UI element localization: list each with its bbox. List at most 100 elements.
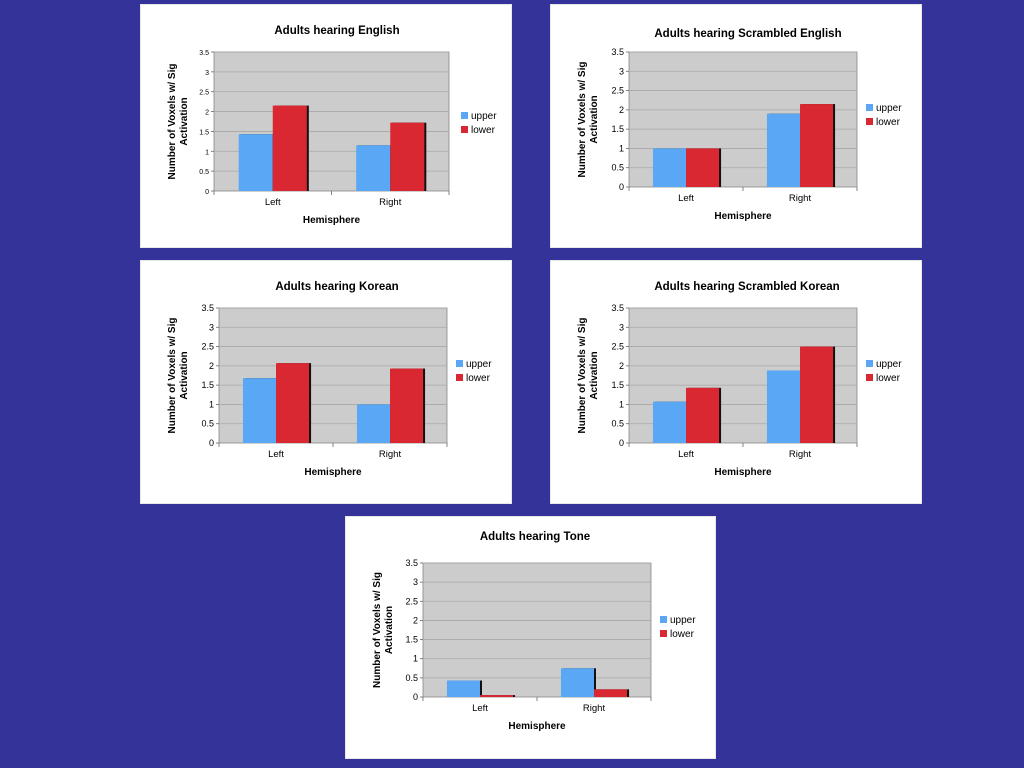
y-axis-label-line: Number of Voxels w/ Sig bbox=[372, 572, 383, 688]
y-tick-label: 3 bbox=[209, 322, 214, 332]
chart-panel-korean: Adults hearing Korean 0 0.5 1 1.5 2 2.5 3 3.5 Lef… bbox=[140, 260, 512, 504]
y-axis-label-line: Activation bbox=[179, 97, 190, 145]
y-axis-label: Number of Voxels w/ Sig Activation bbox=[577, 62, 600, 178]
bar-upper-right bbox=[356, 404, 390, 443]
x-tick-label: Right bbox=[583, 703, 606, 714]
y-tick-label: 0.5 bbox=[405, 673, 418, 683]
bar-lower-left bbox=[272, 105, 307, 191]
bar-lower-right bbox=[390, 122, 425, 191]
legend-swatch-upper bbox=[456, 360, 463, 367]
legend-label-lower: lower bbox=[876, 117, 901, 128]
chart-panel-scrambled-korean: Adults hearing Scrambled Korean 0 0.5 1 1.5 2… bbox=[550, 260, 922, 504]
y-tick-label: 3.5 bbox=[611, 303, 624, 313]
bar-upper-right bbox=[560, 668, 594, 697]
x-axis-label: Hemisphere bbox=[303, 215, 361, 226]
x-tick-label: Right bbox=[379, 197, 402, 208]
legend-label-upper: upper bbox=[466, 359, 492, 370]
y-tick-label: 1 bbox=[619, 399, 624, 409]
legend-swatch-lower bbox=[866, 374, 873, 381]
y-tick-label: 1.5 bbox=[611, 124, 624, 134]
legend-swatch-upper bbox=[660, 616, 667, 623]
y-tick-label: 3 bbox=[619, 66, 624, 76]
chart-title: Adults hearing English bbox=[274, 25, 399, 37]
chart-tone: Adults hearing Tone 0 0.5 1 1.5 2 2.5 3 3.5 Left R… bbox=[372, 531, 696, 732]
chart-panel-scrambled-english: Adults hearing Scrambled English 0 0.5 1 1.5… bbox=[550, 4, 922, 248]
y-axis-label-line: Activation bbox=[179, 351, 190, 399]
y-axis-label-line: Activation bbox=[384, 606, 395, 654]
chart-panel-english: Adults hearing English 0 0.5 1 1.5 2 2.5 3 3.5 Le… bbox=[140, 4, 512, 248]
y-tick-label: 2.5 bbox=[201, 342, 214, 352]
legend-swatch-upper bbox=[866, 104, 873, 111]
x-axis-label: Hemisphere bbox=[714, 211, 772, 222]
x-axis-label: Hemisphere bbox=[714, 467, 772, 478]
y-tick-label: 0 bbox=[619, 182, 624, 192]
bar-lower-left bbox=[480, 695, 514, 697]
legend-swatch-upper bbox=[866, 360, 873, 367]
legend-swatch-lower bbox=[660, 630, 667, 637]
legend-label-lower: lower bbox=[670, 629, 695, 640]
y-tick-label: 3.5 bbox=[199, 50, 209, 57]
legend-label-upper: upper bbox=[670, 615, 696, 626]
y-tick-label: 2.5 bbox=[405, 596, 418, 606]
y-tick-label: 3.5 bbox=[201, 303, 214, 313]
y-tick-label: 2.5 bbox=[611, 86, 624, 96]
y-tick-label: 1.5 bbox=[611, 380, 624, 390]
bar-upper-right bbox=[766, 370, 800, 443]
y-axis-label: Number of Voxels w/ Sig Activation bbox=[167, 64, 190, 180]
y-tick-label: 2.5 bbox=[199, 90, 209, 97]
y-tick-label: 3.5 bbox=[405, 558, 418, 568]
x-tick-label: Left bbox=[265, 197, 281, 208]
legend-label-lower: lower bbox=[471, 125, 496, 136]
bar-upper-left bbox=[446, 680, 480, 697]
y-tick-label: 2 bbox=[619, 361, 624, 371]
y-tick-label: 2 bbox=[209, 361, 214, 371]
y-tick-label: 0 bbox=[209, 438, 214, 448]
bar-upper-left bbox=[238, 134, 273, 191]
bar-lower-right bbox=[800, 346, 834, 443]
y-tick-label: 2.5 bbox=[611, 342, 624, 352]
x-tick-label: Right bbox=[789, 449, 812, 460]
legend-swatch-lower bbox=[461, 126, 468, 133]
y-axis-label-line: Number of Voxels w/ Sig bbox=[577, 318, 588, 434]
y-tick-label: 1 bbox=[205, 149, 209, 156]
bar-upper-left bbox=[242, 378, 276, 443]
y-tick-label: 3 bbox=[413, 577, 418, 587]
y-tick-label: 3 bbox=[205, 70, 209, 77]
chart-english: Adults hearing English 0 0.5 1 1.5 2 2.5 3 3.5 Le… bbox=[167, 25, 497, 226]
y-tick-label: 1 bbox=[619, 143, 624, 153]
y-tick-label: 0 bbox=[619, 438, 624, 448]
legend-label-upper: upper bbox=[876, 103, 902, 114]
x-tick-label: Left bbox=[472, 703, 488, 714]
y-tick-label: 0.5 bbox=[199, 169, 209, 176]
y-tick-label: 1.5 bbox=[405, 635, 418, 645]
x-tick-label: Right bbox=[789, 193, 812, 204]
x-tick-label: Left bbox=[268, 449, 284, 460]
legend-label-lower: lower bbox=[466, 373, 491, 384]
legend-label-upper: upper bbox=[471, 111, 497, 122]
y-tick-label: 1 bbox=[209, 399, 214, 409]
chart-korean: Adults hearing Korean 0 0.5 1 1.5 2 2.5 3 3.5 Lef… bbox=[167, 281, 492, 478]
bar-lower-left bbox=[686, 387, 720, 443]
chart-title: Adults hearing Scrambled English bbox=[654, 28, 841, 40]
legend-label-lower: lower bbox=[876, 373, 901, 384]
y-tick-label: 1 bbox=[413, 654, 418, 664]
y-axis-label-line: Number of Voxels w/ Sig bbox=[167, 64, 178, 180]
x-tick-label: Left bbox=[678, 193, 694, 204]
y-tick-label: 0 bbox=[205, 189, 209, 196]
y-axis-label-line: Number of Voxels w/ Sig bbox=[577, 62, 588, 178]
bar-lower-right bbox=[390, 368, 424, 443]
y-axis-label-line: Activation bbox=[589, 351, 600, 399]
bar-lower-right bbox=[594, 689, 628, 697]
x-tick-label: Left bbox=[678, 449, 694, 460]
legend-swatch-lower bbox=[456, 374, 463, 381]
y-tick-label: 2 bbox=[413, 615, 418, 625]
y-tick-label: 3.5 bbox=[611, 47, 624, 57]
y-tick-label: 0.5 bbox=[611, 419, 624, 429]
legend-label-upper: upper bbox=[876, 359, 902, 370]
y-tick-label: 3 bbox=[619, 322, 624, 332]
y-tick-label: 1.5 bbox=[199, 129, 209, 136]
chart-panel-tone: Adults hearing Tone 0 0.5 1 1.5 2 2.5 3 3.5 Left R… bbox=[345, 516, 716, 759]
bar-lower-left bbox=[276, 363, 310, 443]
y-tick-label: 1.5 bbox=[201, 380, 214, 390]
legend-swatch-lower bbox=[866, 118, 873, 125]
